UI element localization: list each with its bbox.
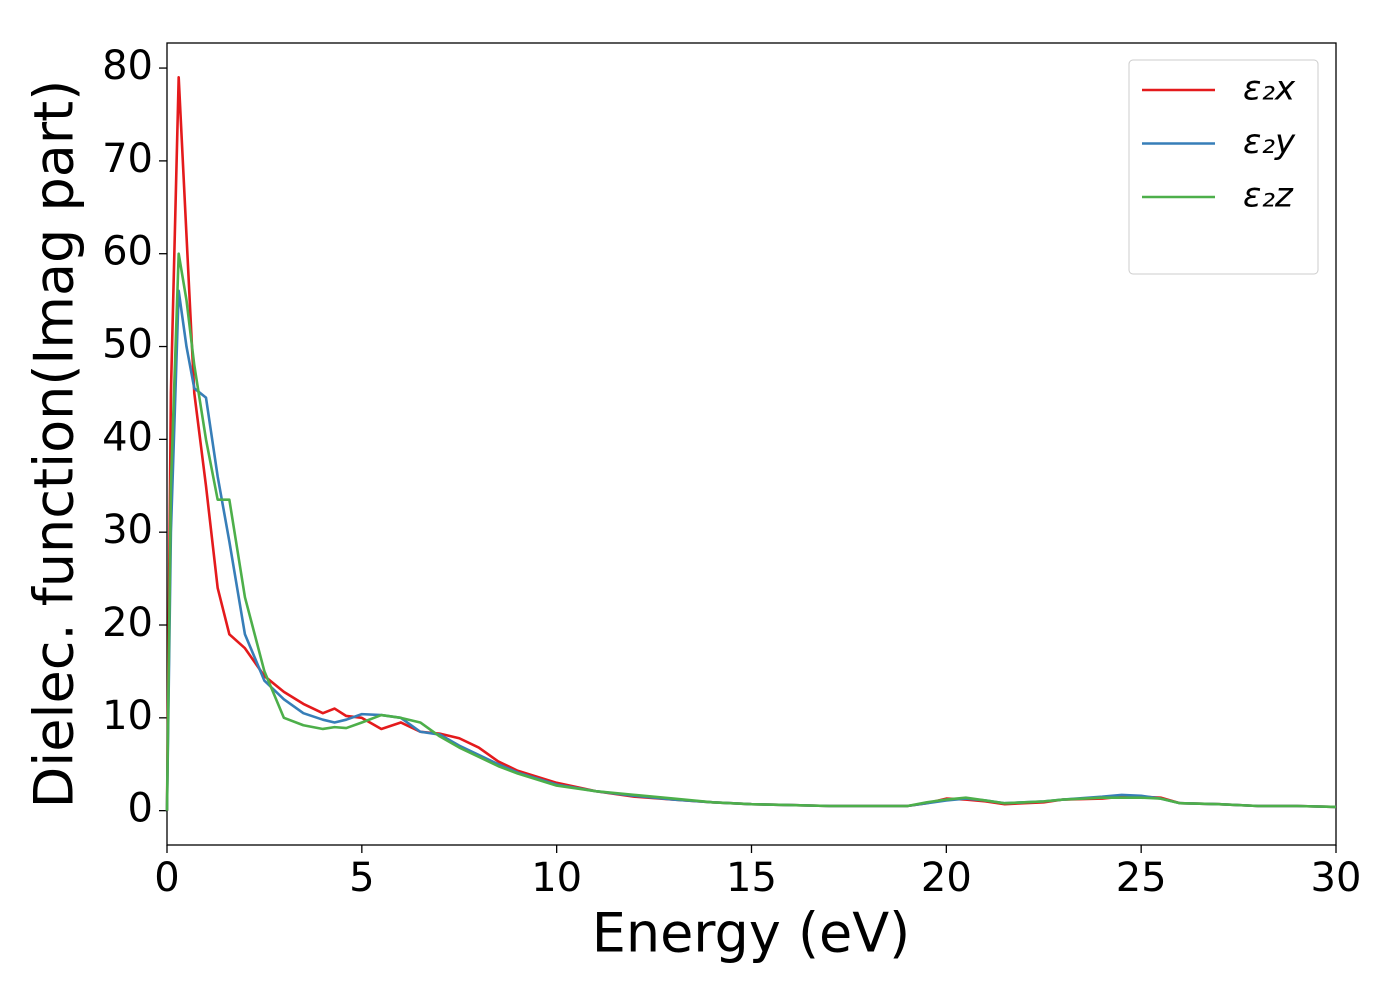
x-tick-label: 30 <box>1311 855 1362 901</box>
legend-box <box>1128 59 1319 275</box>
legend-label: ε₂y <box>1243 122 1296 162</box>
series-line <box>165 252 1337 811</box>
x-tick-label: 25 <box>1116 855 1167 901</box>
y-tick-label: 0 <box>128 786 153 832</box>
y-axis-label: Dielec. function(Imag part) <box>23 80 86 809</box>
y-tick-label: 60 <box>102 229 153 275</box>
x-tick-label: 15 <box>726 855 777 901</box>
x-tick-label: 5 <box>349 855 374 901</box>
series-line <box>165 289 1337 811</box>
y-tick-label: 30 <box>102 507 153 553</box>
x-tick-label: 0 <box>154 855 179 901</box>
x-tick-label: 10 <box>531 855 582 901</box>
x-tick-label: 20 <box>921 855 972 901</box>
y-tick-label: 80 <box>102 43 153 89</box>
x-axis-label: Energy (eV) <box>592 902 911 965</box>
y-tick-label: 50 <box>102 322 153 368</box>
legend-label: ε₂x <box>1243 69 1296 109</box>
y-tick-label: 40 <box>102 414 153 460</box>
legend-label: ε₂z <box>1243 176 1294 216</box>
y-tick-label: 20 <box>102 600 153 646</box>
y-tick-label: 10 <box>102 693 153 739</box>
y-tick-label: 70 <box>102 136 153 182</box>
